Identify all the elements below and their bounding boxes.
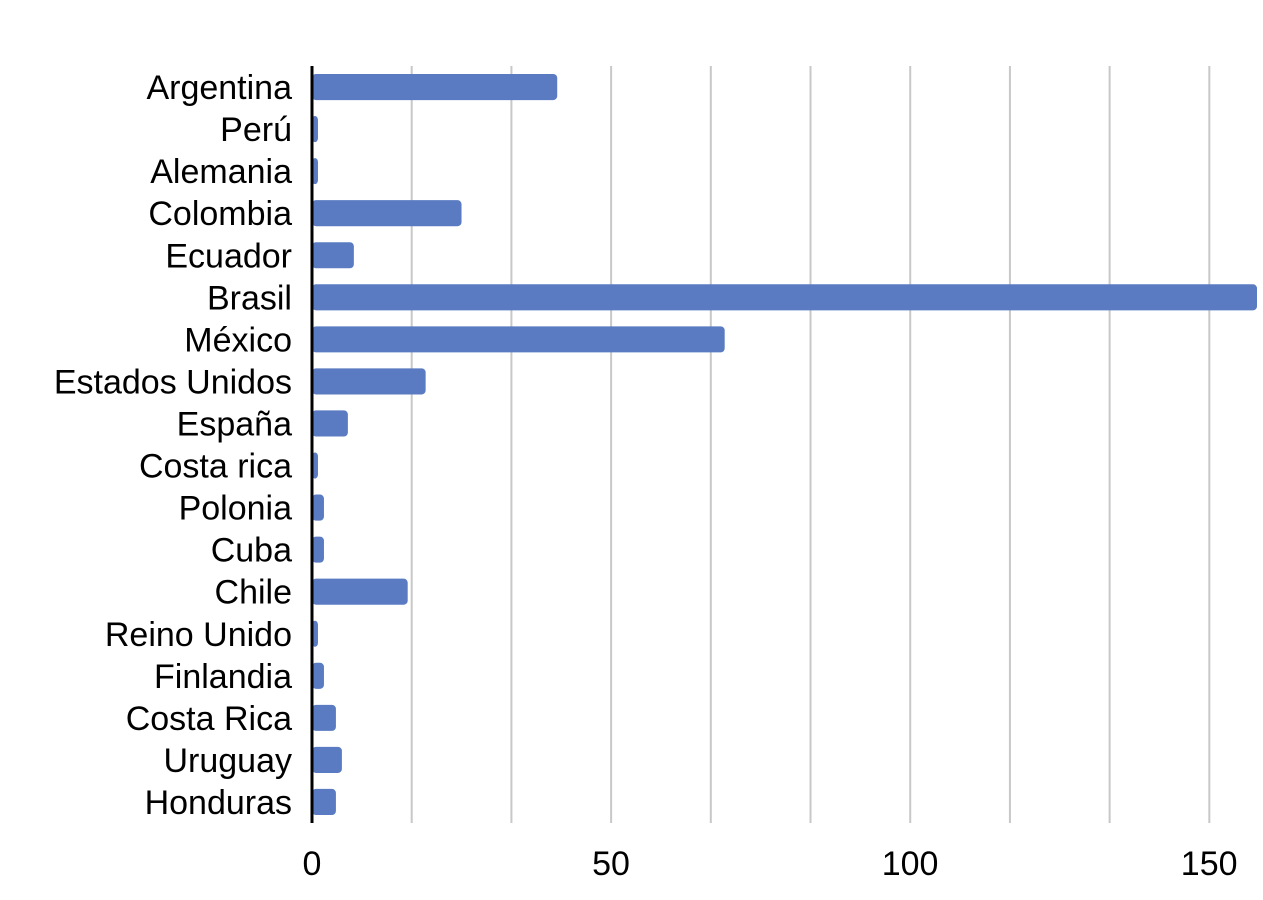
category-label: Reino Unido	[105, 616, 292, 654]
category-label: Brasil	[207, 279, 292, 317]
x-tick-labels: 0 50 100 150	[303, 845, 1238, 883]
x-tick-label: 100	[882, 845, 939, 883]
bar	[312, 368, 426, 395]
bar	[312, 326, 725, 353]
bar	[312, 73, 558, 101]
category-label: Costa rica	[139, 448, 292, 486]
category-label: Cuba	[211, 532, 292, 570]
category-labels: Argentina Perú Alemania Colombia Ecuador Bras…	[54, 69, 292, 822]
bar	[312, 410, 348, 437]
category-label: Estados Unidos	[54, 363, 292, 401]
x-tick-label: 50	[592, 845, 630, 883]
bars	[312, 73, 1257, 816]
category-label: Costa Rica	[126, 700, 292, 738]
category-label: Honduras	[145, 784, 292, 822]
bar	[312, 200, 462, 227]
bar	[312, 662, 324, 689]
bar	[312, 746, 342, 773]
category-label: Finlandia	[154, 658, 292, 696]
category-label: Chile	[215, 574, 292, 612]
x-tick-label: 0	[303, 845, 322, 883]
category-label: Ecuador	[165, 237, 292, 275]
x-tick-label: 150	[1181, 845, 1238, 883]
bar	[312, 536, 324, 563]
category-label: Perú	[220, 111, 292, 149]
category-label: Alemania	[150, 153, 292, 191]
category-label: México	[184, 321, 292, 359]
bar	[312, 242, 354, 269]
bar	[312, 494, 324, 521]
category-label: Uruguay	[163, 742, 292, 780]
bar	[312, 704, 336, 731]
category-label: Colombia	[148, 195, 292, 233]
bar	[312, 788, 336, 816]
bar	[312, 578, 408, 605]
category-label: Polonia	[179, 490, 293, 528]
category-label: Argentina	[146, 69, 292, 107]
category-label: España	[177, 405, 292, 443]
bar	[312, 284, 1257, 311]
grid-lines	[410, 66, 1211, 823]
